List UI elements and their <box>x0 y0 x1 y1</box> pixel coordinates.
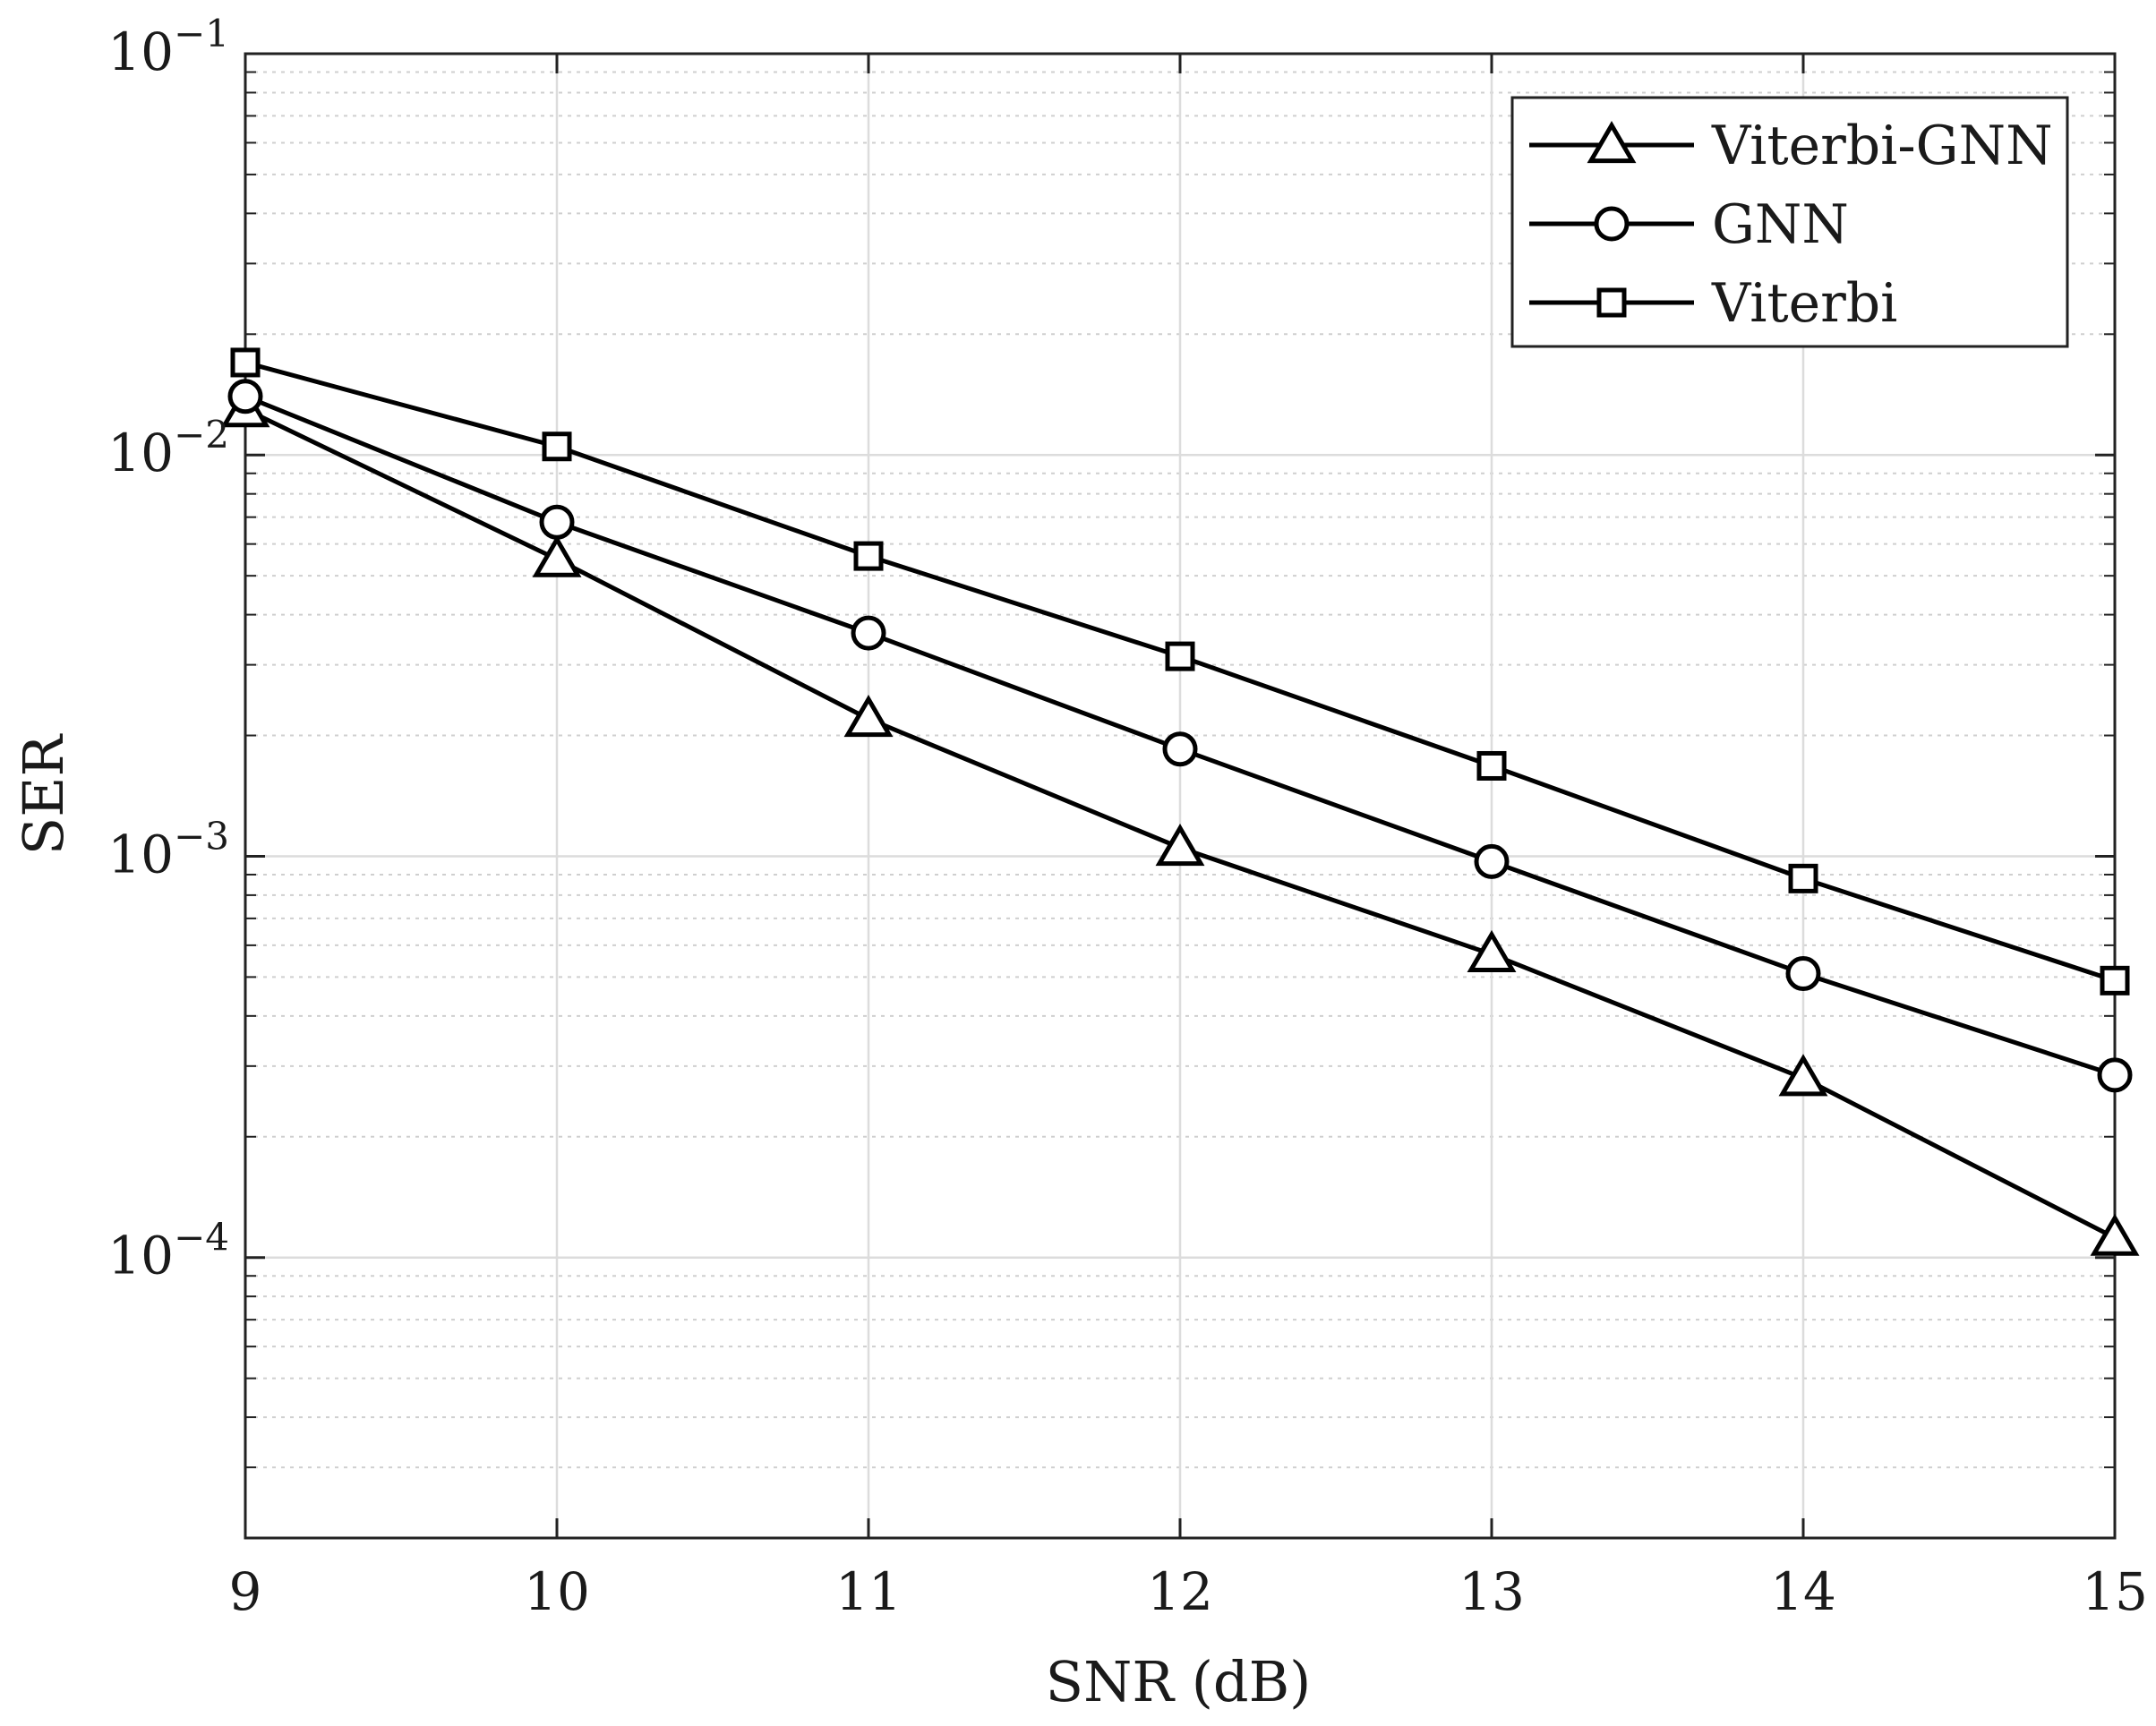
data-point-viterbi <box>230 347 261 378</box>
data-point-viterbi <box>1165 641 1195 671</box>
data-point-viterbi-gnn <box>2090 1213 2140 1256</box>
data-point-viterbi <box>542 432 572 462</box>
series-viterbi <box>230 347 2130 995</box>
data-point-viterbi <box>1788 863 1818 893</box>
legend-item-gnn: GNN <box>1529 193 1849 256</box>
data-point-gnn <box>1785 956 1821 992</box>
legend-label: Viterbi <box>1711 272 1897 335</box>
data-point-viterbi-gnn <box>1778 1054 1828 1097</box>
axis-labels: 10−1 10−2 10−3 10−4 9 10 11 12 13 14 15 <box>107 12 2148 1622</box>
legend-item-viterbi-gnn: Viterbi-GNN <box>1529 115 2053 177</box>
data-point-viterbi-gnn <box>1155 824 1205 867</box>
data-point-gnn <box>1162 731 1198 767</box>
series-viterbi-gnn <box>220 385 2140 1256</box>
data-point-viterbi <box>853 541 884 571</box>
data-point-viterbi <box>2100 965 2130 995</box>
x-tick-label: 9 <box>229 1561 262 1622</box>
data-point-viterbi <box>1476 750 1507 781</box>
legend-item-viterbi: Viterbi <box>1529 272 1897 335</box>
legend-marker-triangle-icon <box>1587 121 1637 164</box>
x-axis-title: SNR (dB) <box>1046 1649 1312 1714</box>
legend-marker-square-icon <box>1596 287 1627 318</box>
y-tick-label: 10−4 <box>107 1216 229 1286</box>
legend-label: GNN <box>1712 193 1849 256</box>
x-tick-label: 14 <box>1770 1561 1836 1622</box>
data-point-viterbi-gnn <box>843 695 894 738</box>
data-point-gnn <box>539 504 575 540</box>
data-point-gnn <box>227 379 263 414</box>
y-tick-label: 10−2 <box>107 413 229 483</box>
y-tick-label: 10−3 <box>107 814 229 884</box>
x-tick-label: 12 <box>1147 1561 1213 1622</box>
data-point-viterbi-gnn <box>532 534 582 577</box>
legend-marker-circle-icon <box>1594 206 1630 242</box>
x-tick-label: 10 <box>524 1561 590 1622</box>
series <box>220 347 2140 1256</box>
legend-label: Viterbi-GNN <box>1711 115 2053 177</box>
data-point-gnn <box>851 615 886 651</box>
x-tick-label: 15 <box>2082 1561 2148 1622</box>
x-tick-label: 13 <box>1459 1561 1525 1622</box>
x-tick-label: 11 <box>835 1561 902 1622</box>
y-axis-title: SER <box>11 732 76 855</box>
y-tick-label: 10−1 <box>107 12 229 82</box>
legend: Viterbi-GNN GNN Viterbi <box>1510 96 2069 348</box>
data-point-gnn <box>1474 843 1510 879</box>
series-gnn <box>227 379 2133 1093</box>
data-point-viterbi-gnn <box>1467 929 1517 972</box>
data-point-gnn <box>2097 1057 2133 1093</box>
